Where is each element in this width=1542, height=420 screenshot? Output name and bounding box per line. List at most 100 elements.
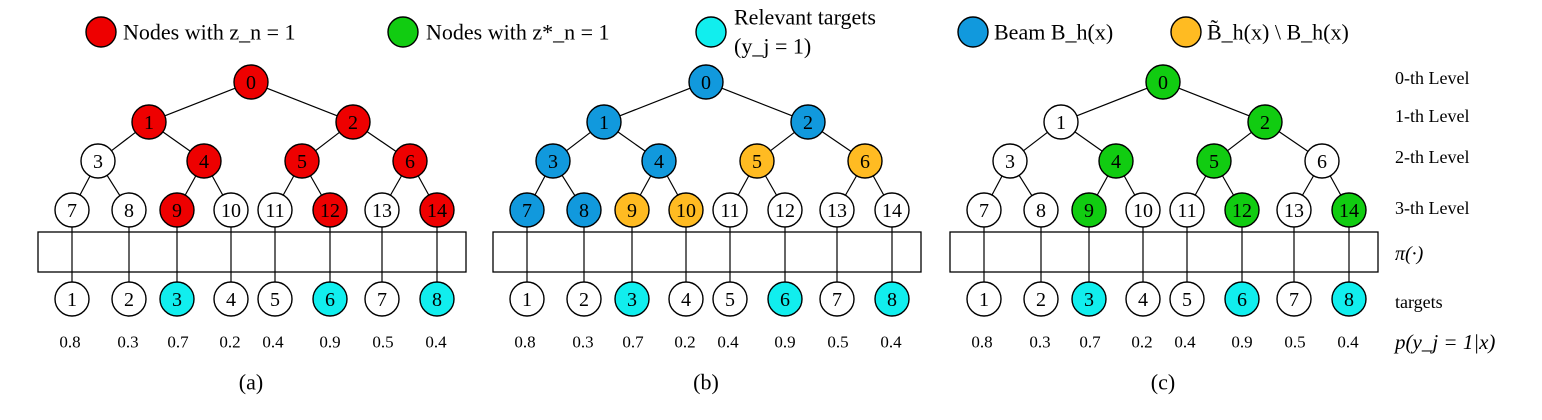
target-node-label: 5	[1182, 289, 1192, 311]
tree-edge	[1227, 131, 1252, 152]
level-label-1: 1-th Level	[1395, 106, 1469, 126]
target-node-circle	[213, 281, 249, 317]
probability-label: 0.5	[827, 333, 848, 352]
target-node-label: 4	[681, 289, 691, 311]
target-node-label: 7	[377, 289, 387, 311]
tree-node: 10	[1125, 192, 1161, 228]
tree-node: 11	[257, 192, 293, 228]
target-node-label: 2	[579, 289, 589, 311]
tree-node-label: 14	[427, 200, 447, 222]
tree-node: 7	[966, 192, 1002, 228]
probability-label: 0.9	[1231, 333, 1252, 352]
target-node-label: 7	[832, 289, 842, 311]
tree-node-circle	[1196, 143, 1232, 179]
tree-node: 8	[1023, 192, 1059, 228]
tree-node-circle	[586, 104, 622, 140]
target-node-circle	[668, 281, 704, 317]
tree-node-circle	[992, 143, 1028, 179]
target-node: 6	[312, 281, 348, 317]
tree-edge	[737, 175, 750, 196]
target-node: 4	[213, 281, 249, 317]
legend-item-nodes-zn: Nodes with z_n = 1	[85, 16, 296, 48]
tree-node-label: 1	[599, 112, 609, 134]
tree-node-label: 14	[882, 200, 902, 222]
tree-edge	[1329, 175, 1342, 196]
target-node-label: 2	[124, 289, 134, 311]
target-node: 5	[257, 281, 293, 317]
tree-node-label: 4	[1111, 151, 1121, 173]
panel-1: 01 23 4 5 67 8 9 10 11 12 13 141 2 3 4 5 6 7 80.8 0.3 0.7 0.2…	[37, 64, 467, 395]
target-node-circle	[54, 281, 90, 317]
target-node-label: 5	[725, 289, 735, 311]
tree-node: 1	[586, 104, 622, 140]
tree-node-circle	[1023, 192, 1059, 228]
tree-node-circle	[1331, 192, 1367, 228]
legend-text2-relevant-targets: (y_j = 1)	[734, 34, 811, 59]
target-node: 3	[614, 281, 650, 317]
tree-node-circle	[1276, 192, 1312, 228]
probability-label: 0.7	[167, 333, 189, 352]
target-node-label: 6	[1237, 289, 1247, 311]
target-node: 1	[54, 281, 90, 317]
tree-node: 6	[1304, 143, 1340, 179]
target-node: 8	[874, 281, 910, 317]
tree-node: 1	[131, 104, 167, 140]
tree-node: 5	[739, 143, 775, 179]
target-node: 8	[419, 281, 455, 317]
tree-node-label: 3	[1005, 151, 1015, 173]
target-node-label: 4	[1138, 289, 1148, 311]
tree-edge	[844, 175, 858, 196]
tree-node-circle	[966, 192, 1002, 228]
tree-node-circle	[284, 143, 320, 179]
target-node-circle	[767, 281, 803, 317]
tree-node-label: 5	[752, 151, 762, 173]
target-node-circle	[1071, 281, 1107, 317]
tree-node-label: 2	[803, 112, 813, 134]
tree-node-label: 1	[144, 112, 154, 134]
tree-node-circle	[111, 192, 147, 228]
target-node-circle	[1023, 281, 1059, 317]
target-node-label: 3	[172, 289, 182, 311]
target-node: 3	[159, 281, 195, 317]
target-node-circle	[1276, 281, 1312, 317]
tree-node-label: 2	[348, 112, 358, 134]
tree-node-circle	[535, 143, 571, 179]
tree-node-label: 13	[372, 200, 392, 222]
target-node: 6	[1224, 281, 1260, 317]
probability-label: 0.7	[622, 333, 644, 352]
target-node: 2	[1023, 281, 1059, 317]
tree-edge	[1096, 175, 1109, 196]
tree-node-circle	[1071, 192, 1107, 228]
probability-label: 0.5	[372, 333, 393, 352]
panel-caption: (c)	[1151, 370, 1175, 395]
tree-node-label: 11	[720, 200, 739, 222]
target-node-circle	[159, 281, 195, 317]
tree-node-label: 8	[579, 200, 589, 222]
target-node-circle	[257, 281, 293, 317]
tree-node-label: 5	[1209, 151, 1219, 173]
legend-text-beam: Beam B_h(x)	[994, 20, 1113, 45]
tree-edge	[991, 175, 1003, 196]
tree-node-circle	[819, 192, 855, 228]
tree-node: 0	[688, 64, 724, 100]
tree-node: 3	[80, 143, 116, 179]
target-node-circle	[1331, 281, 1367, 317]
tree-node: 6	[392, 143, 428, 179]
target-node-label: 5	[270, 289, 280, 311]
tree-edge	[721, 87, 793, 117]
tree-edge	[184, 175, 197, 196]
tree-node-label: 11	[265, 200, 284, 222]
tree-node-label: 11	[1177, 200, 1196, 222]
tree-node-circle	[233, 64, 269, 100]
tree-edge	[534, 175, 546, 196]
tree-node-label: 8	[1036, 200, 1046, 222]
tree-node-label: 0	[1158, 72, 1168, 94]
tree-node-circle	[1247, 104, 1283, 140]
tree-node-circle	[641, 143, 677, 179]
tree-edge	[666, 175, 679, 196]
tree-node-circle	[54, 192, 90, 228]
tree-node: 5	[284, 143, 320, 179]
target-node-label: 6	[780, 289, 790, 311]
probability-label: 0.8	[971, 333, 992, 352]
legend-item-beam-diff: B̃_h(x) \ B_h(x)	[1170, 16, 1349, 48]
